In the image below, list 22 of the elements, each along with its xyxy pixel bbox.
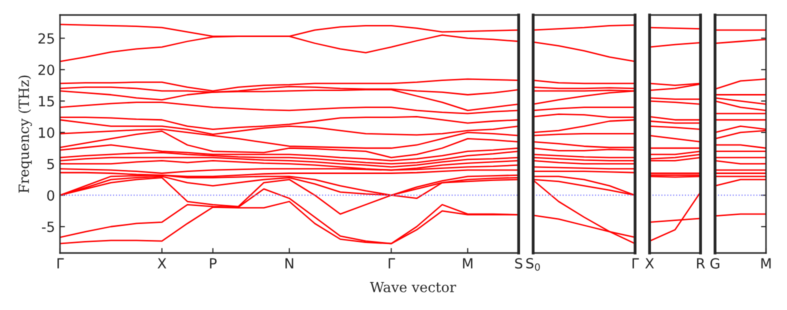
y-tick-label: 5	[47, 158, 54, 170]
x-tick-label: Γ	[57, 258, 64, 268]
x-tick-label: X	[158, 258, 166, 268]
x-tick-label: M	[463, 258, 472, 268]
x-tick-label: S$_{0}$	[526, 258, 540, 271]
x-axis-title: Wave vector	[370, 282, 456, 292]
y-tick-label: -5	[42, 222, 54, 232]
y-tick-label: 15	[38, 96, 54, 107]
x-tick-label: M	[761, 258, 771, 268]
y-tick-label: 25	[38, 33, 54, 44]
x-tick-label: S	[515, 258, 522, 269]
x-tick-label: G	[710, 258, 720, 269]
x-tick-label: X	[645, 258, 654, 268]
y-tick-label: 20	[38, 64, 54, 76]
y-axis-title: Frequency (THz)	[18, 76, 32, 193]
x-tick-label: N	[285, 258, 294, 268]
x-tick-label: P	[210, 258, 217, 268]
x-tick-label: R	[697, 258, 705, 268]
y-tick-label: 10	[38, 127, 54, 138]
y-tick-label: 0	[47, 190, 54, 201]
x-tick-label: Γ	[632, 258, 639, 268]
x-tick-label: Γ	[388, 258, 396, 268]
